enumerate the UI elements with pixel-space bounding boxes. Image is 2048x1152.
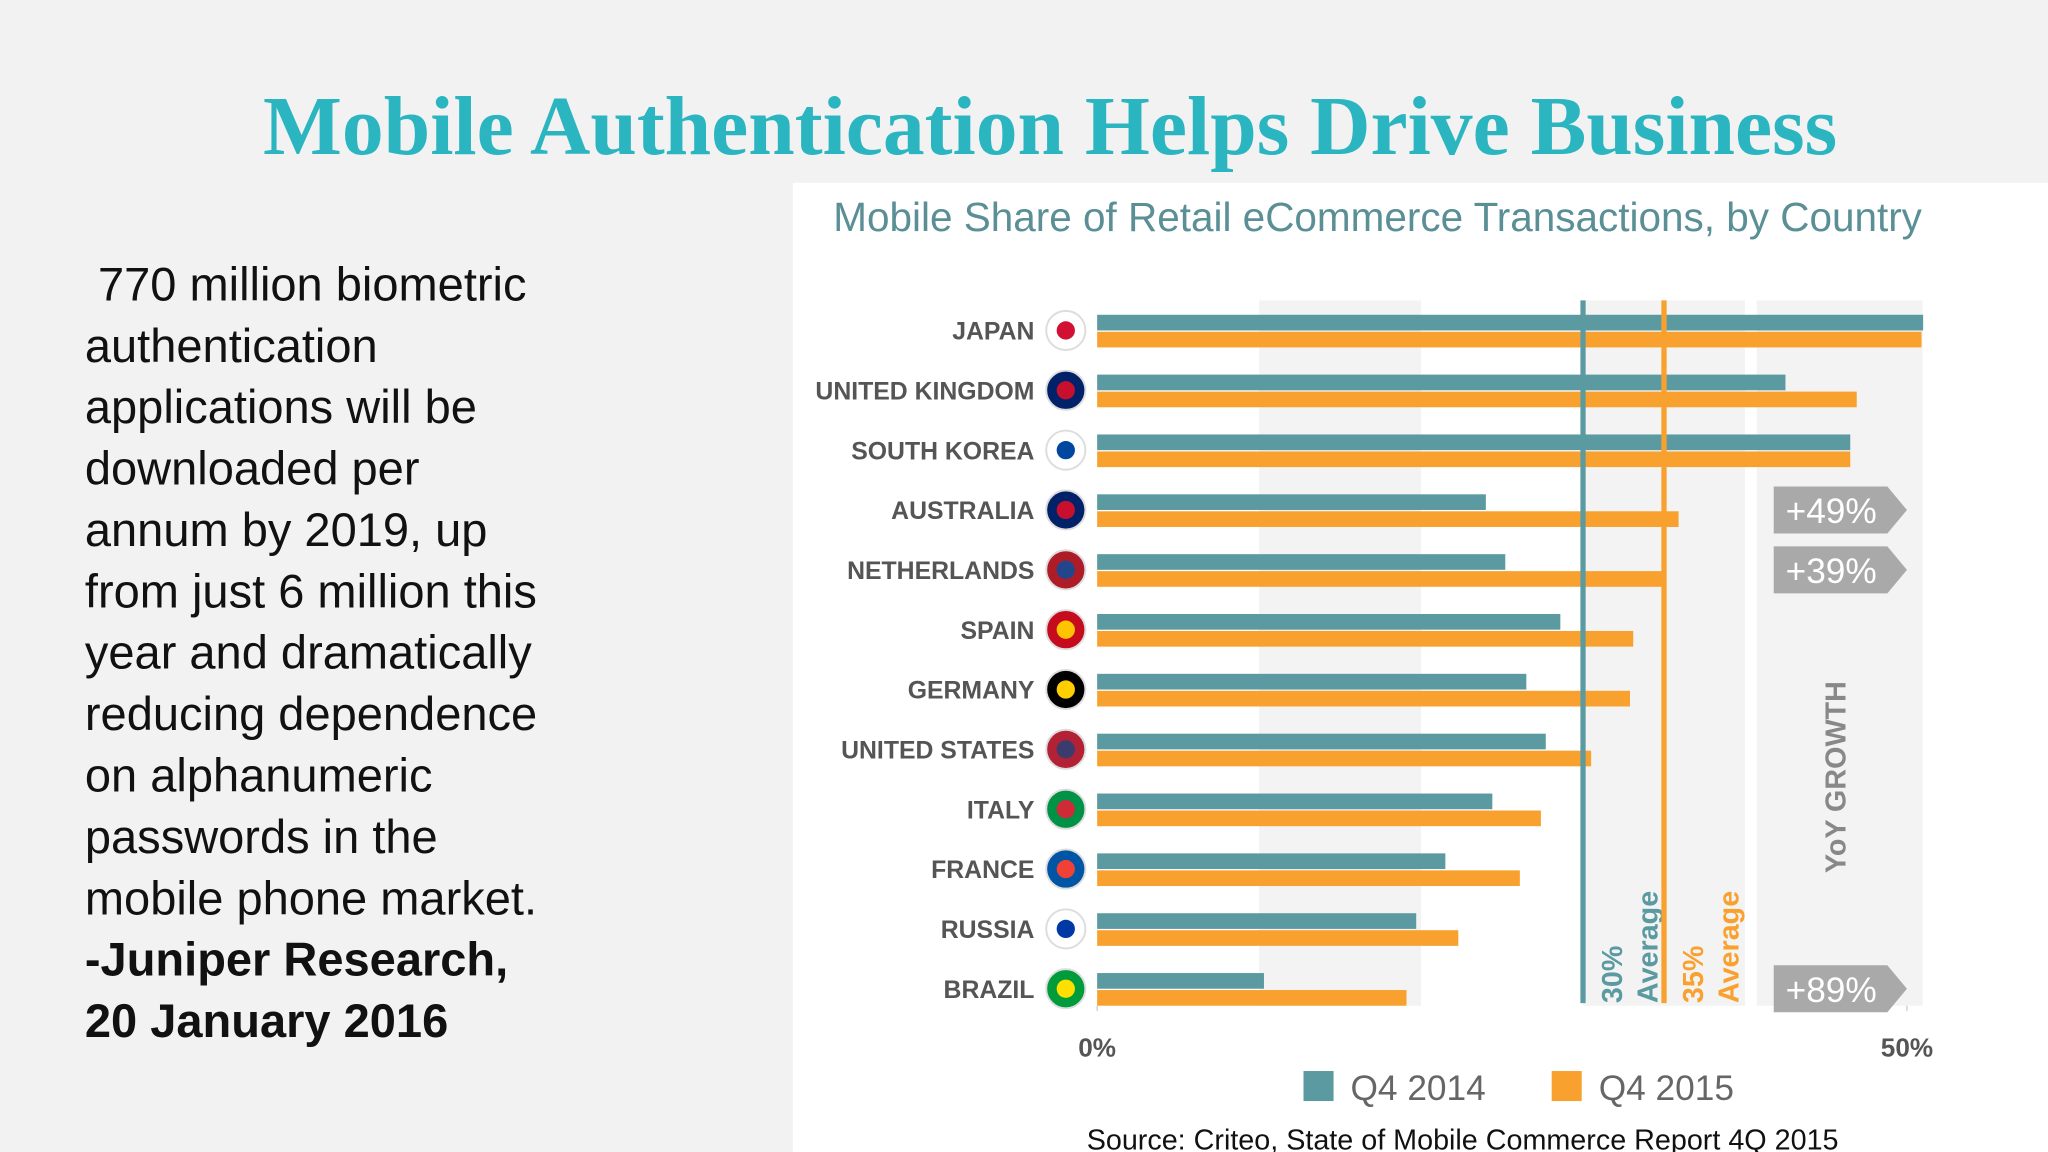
bar xyxy=(1097,391,1857,408)
average-text: Average xyxy=(1713,891,1745,1003)
flag-icon-center xyxy=(1056,560,1075,579)
growth-badge xyxy=(1773,486,1907,534)
flag-icon-center xyxy=(1056,381,1075,400)
body-text: mobile phone market. xyxy=(85,871,537,924)
body-text: annum by 2019, up xyxy=(85,503,488,556)
category-label: UNITED STATES xyxy=(841,738,1034,765)
flag-icon-center xyxy=(1056,919,1075,939)
bar xyxy=(1097,451,1851,468)
bar xyxy=(1097,750,1592,767)
bar xyxy=(1097,630,1634,647)
x-tick-label: 0% xyxy=(1078,1033,1116,1063)
growth-label: +89% xyxy=(1786,971,1877,1010)
bar xyxy=(1097,673,1527,690)
flag-icon-center xyxy=(1056,440,1075,460)
flag-icon-center xyxy=(1056,321,1075,340)
attribution: 20 January 2016 xyxy=(85,994,448,1047)
flag-icon-center xyxy=(1056,979,1075,998)
category-label: BRAZIL xyxy=(944,977,1035,1004)
flag-icon-center xyxy=(1056,859,1075,879)
body-text: 770 million biometric xyxy=(85,257,527,310)
bar xyxy=(1097,810,1541,827)
body-text: reducing dependence xyxy=(85,687,537,740)
bar xyxy=(1097,511,1679,527)
average-label: 30% Average xyxy=(1597,891,1664,1003)
legend-swatch xyxy=(1303,1071,1334,1102)
bar xyxy=(1097,571,1664,587)
bar xyxy=(1097,930,1459,946)
chart-title: Mobile Share of Retail eCommerce Transac… xyxy=(833,194,1922,240)
growth-badge xyxy=(1773,965,1907,1013)
category-label: AUSTRALIA xyxy=(891,498,1034,525)
source: Source: Criteo, State of Mobile Commerce… xyxy=(1087,1124,1839,1152)
body-text: from just 6 million this xyxy=(85,564,537,617)
growth-label: +49% xyxy=(1786,492,1877,531)
average-label: 35% Average xyxy=(1678,891,1745,1003)
average-value: 35% xyxy=(1678,946,1710,1003)
bar xyxy=(1097,554,1506,570)
category-label: NETHERLANDS xyxy=(847,558,1034,585)
category-label: GERMANY xyxy=(908,678,1035,705)
body-text: authentication xyxy=(85,319,378,372)
bar xyxy=(1097,494,1486,510)
bar xyxy=(1097,870,1520,887)
growth-badge xyxy=(1773,546,1907,594)
growth-title: YoY GROWTH xyxy=(1821,681,1853,873)
slide-title: Mobile Authentication Helps Drive Busine… xyxy=(263,81,1837,173)
body-text: applications will be xyxy=(85,380,477,433)
x-tick-label: 50% xyxy=(1881,1033,1933,1063)
bar xyxy=(1097,690,1630,707)
legend-swatch xyxy=(1551,1071,1582,1102)
category-label: ITALY xyxy=(967,797,1035,824)
growth-column xyxy=(1756,300,1923,1006)
category-label: SOUTH KOREA xyxy=(851,438,1034,465)
body-text: passwords in the xyxy=(85,810,438,863)
legend-label: Q4 2014 xyxy=(1351,1069,1486,1108)
attribution: -Juniper Research, xyxy=(85,933,508,986)
bar xyxy=(1097,434,1851,451)
grid-band xyxy=(1259,300,1422,1006)
bar xyxy=(1097,973,1264,989)
growth-label: +39% xyxy=(1786,552,1877,591)
flag-icon-center xyxy=(1056,620,1075,639)
body-text: year and dramatically xyxy=(85,626,532,679)
category-label: JAPAN xyxy=(952,319,1034,346)
category-label: UNITED KINGDOM xyxy=(815,378,1034,405)
body-text: on alphanumeric xyxy=(85,749,433,802)
flag-icon-center xyxy=(1056,740,1075,759)
body-text: downloaded per xyxy=(85,442,420,495)
legend-label: Q4 2015 xyxy=(1599,1069,1734,1108)
flag-icon-center xyxy=(1056,500,1075,520)
bar xyxy=(1097,913,1417,929)
average-value: 30% xyxy=(1597,946,1629,1003)
bar xyxy=(1097,853,1446,870)
bar xyxy=(1097,733,1546,750)
flag-icon-center xyxy=(1056,800,1075,819)
flag-icon-center xyxy=(1056,680,1075,699)
category-label: SPAIN xyxy=(960,618,1034,645)
bar xyxy=(1097,793,1493,810)
bar xyxy=(1097,331,1922,348)
category-label: RUSSIA xyxy=(941,917,1035,944)
bar xyxy=(1097,613,1561,630)
bar xyxy=(1097,314,1924,331)
category-label: FRANCE xyxy=(931,857,1034,884)
average-text: Average xyxy=(1632,891,1664,1003)
bar xyxy=(1097,374,1786,391)
bar xyxy=(1097,990,1407,1006)
